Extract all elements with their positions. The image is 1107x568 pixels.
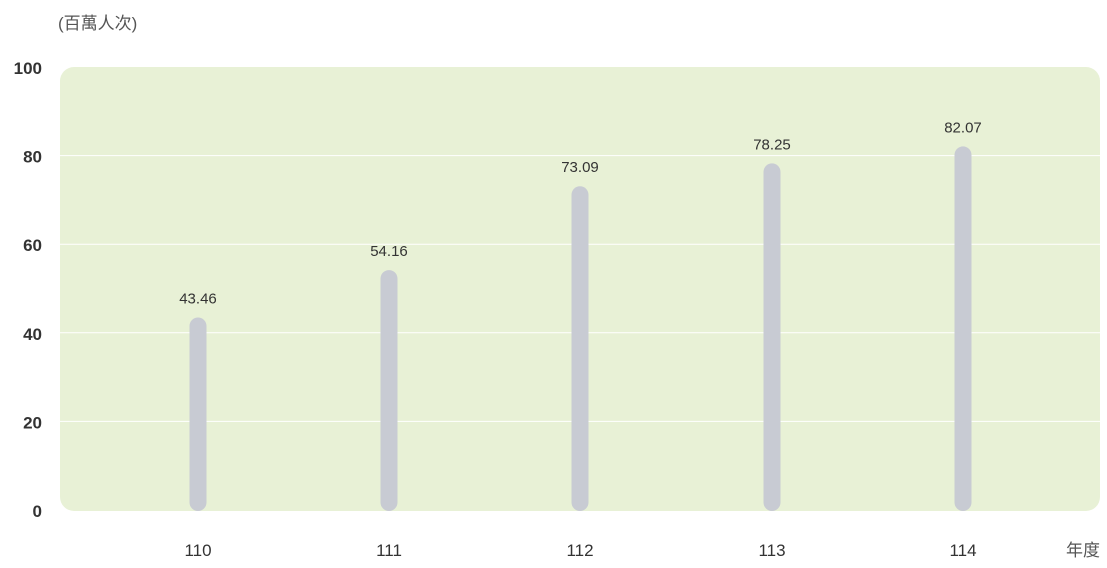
- y-tick-label: 100: [14, 59, 42, 78]
- bar: [763, 163, 781, 512]
- y-axis-ticks: 0 20 40 60 80 100: [14, 59, 42, 521]
- data-labels: 43.46 54.16 73.09 78.25 82.07: [179, 119, 982, 307]
- x-tick-label: 114: [949, 541, 976, 560]
- x-tick-label: 113: [758, 541, 785, 560]
- y-tick-label: 20: [23, 413, 42, 432]
- bar: [380, 270, 398, 511]
- bar: [571, 186, 589, 511]
- y-tick-label: 80: [23, 148, 42, 167]
- bar: [189, 317, 207, 511]
- x-axis-ticks: 110 111 112 113 114: [184, 541, 976, 560]
- y-tick-label: 40: [23, 325, 42, 344]
- y-tick-label: 60: [23, 236, 42, 255]
- bar: [954, 146, 972, 511]
- data-label: 82.07: [944, 119, 982, 136]
- data-label: 43.46: [179, 290, 217, 307]
- x-tick-label: 110: [184, 541, 211, 560]
- y-axis-title: (百萬人次): [58, 14, 137, 33]
- bars: [189, 146, 972, 512]
- x-tick-label: 111: [376, 541, 402, 560]
- data-label: 78.25: [753, 136, 791, 153]
- y-tick-label: 0: [33, 502, 42, 521]
- x-axis-title: 年度: [1066, 541, 1100, 560]
- data-label: 73.09: [561, 159, 599, 176]
- data-label: 54.16: [370, 243, 408, 260]
- x-tick-label: 112: [566, 541, 593, 560]
